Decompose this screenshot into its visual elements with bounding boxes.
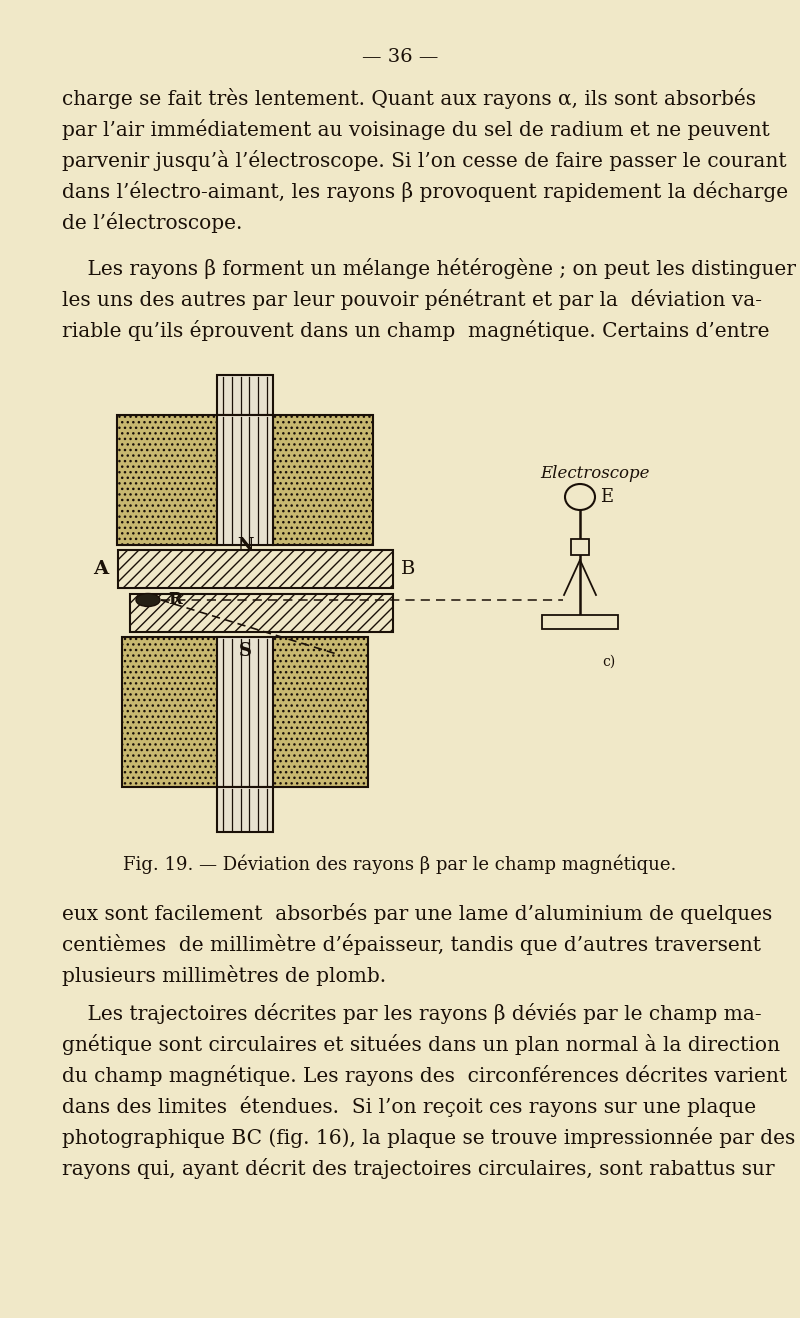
Bar xyxy=(571,539,589,555)
Bar xyxy=(118,550,393,588)
Text: R: R xyxy=(168,592,182,609)
Bar xyxy=(122,637,222,787)
Text: gnétique sont circulaires et situées dans un plan normal à la direction: gnétique sont circulaires et situées dan… xyxy=(62,1035,780,1054)
Text: c): c) xyxy=(602,655,615,670)
Bar xyxy=(117,415,217,546)
Text: Fig. 19. — Déviation des rayons β par le champ magnétique.: Fig. 19. — Déviation des rayons β par le… xyxy=(123,855,677,875)
Bar xyxy=(117,415,217,546)
Text: photographique BC (fig. 16), la plaque se trouve impressionnée par des: photographique BC (fig. 16), la plaque s… xyxy=(62,1127,795,1148)
Text: eux sont facilement  absorbés par une lame d’aluminium de quelques: eux sont facilement absorbés par une lam… xyxy=(62,903,772,924)
Text: riable qu’ils éprouvent dans un champ  magnétique. Certains d’entre: riable qu’ils éprouvent dans un champ ma… xyxy=(62,320,770,341)
Bar xyxy=(122,637,222,787)
Text: par l’air immédiatement au voisinage du sel de radium et ne peuvent: par l’air immédiatement au voisinage du … xyxy=(62,119,770,140)
Text: Les trajectoires décrites par les rayons β déviés par le champ ma-: Les trajectoires décrites par les rayons… xyxy=(62,1003,762,1024)
Ellipse shape xyxy=(136,593,160,606)
Text: charge se fait très lentement. Quant aux rayons α, ils sont absorbés: charge se fait très lentement. Quant aux… xyxy=(62,88,756,109)
Text: Electroscope: Electroscope xyxy=(540,465,650,482)
Bar xyxy=(217,415,273,546)
Text: plusieurs millimètres de plomb.: plusieurs millimètres de plomb. xyxy=(62,965,386,986)
Text: centièmes  de millimètre d’épaisseur, tandis que d’autres traversent: centièmes de millimètre d’épaisseur, tan… xyxy=(62,934,761,956)
Bar xyxy=(118,550,393,588)
Text: Les rayons β forment un mélange hétérogène ; on peut les distinguer: Les rayons β forment un mélange hétérogè… xyxy=(62,258,796,279)
Bar xyxy=(130,594,393,633)
Text: dans l’électro-aimant, les rayons β provoquent rapidement la décharge: dans l’électro-aimant, les rayons β prov… xyxy=(62,181,788,202)
Text: dans des limites  étendues.  Si l’on reçoit ces rayons sur une plaque: dans des limites étendues. Si l’on reçoi… xyxy=(62,1097,756,1116)
Bar xyxy=(273,415,373,546)
Bar xyxy=(273,415,373,546)
Text: E: E xyxy=(600,488,613,506)
Text: B: B xyxy=(401,560,415,579)
Bar xyxy=(542,616,618,629)
Text: N: N xyxy=(237,536,254,555)
Ellipse shape xyxy=(565,484,595,510)
Bar xyxy=(130,594,393,633)
Bar xyxy=(217,376,273,415)
Text: de l’électroscope.: de l’électroscope. xyxy=(62,212,242,233)
Bar xyxy=(217,787,273,832)
Text: S: S xyxy=(238,642,251,660)
Bar xyxy=(268,637,368,787)
Bar xyxy=(217,637,273,787)
Text: les uns des autres par leur pouvoir pénétrant et par la  déviation va-: les uns des autres par leur pouvoir péné… xyxy=(62,289,762,310)
Text: du champ magnétique. Les rayons des  circonférences décrites varient: du champ magnétique. Les rayons des circ… xyxy=(62,1065,787,1086)
Text: — 36 —: — 36 — xyxy=(362,47,438,66)
Text: rayons qui, ayant décrit des trajectoires circulaires, sont rabattus sur: rayons qui, ayant décrit des trajectoire… xyxy=(62,1159,774,1180)
Text: A: A xyxy=(93,560,108,579)
Text: parvenir jusqu’à l’électroscope. Si l’on cesse de faire passer le courant: parvenir jusqu’à l’électroscope. Si l’on… xyxy=(62,150,786,171)
Bar xyxy=(268,637,368,787)
